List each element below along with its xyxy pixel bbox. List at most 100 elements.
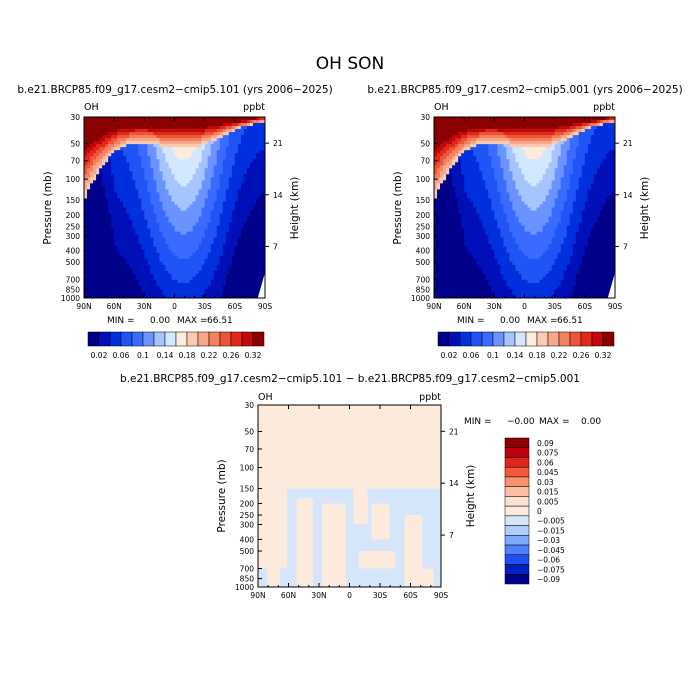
x-tick-label: 60N — [457, 302, 472, 311]
colorbar: 0.02 0.06 0.1 0.14 0.18 0.22 0.26 0.32 — [437, 331, 615, 360]
y-tick-label: 700 — [416, 276, 431, 285]
y-tick-label: 250 — [240, 511, 255, 520]
x-tick-label: 60S — [578, 302, 593, 311]
y-tick-label: 200 — [66, 211, 81, 220]
y2-tick-label: 14 — [273, 191, 283, 200]
x-tick-label: 30S — [548, 302, 563, 311]
y-tick-label: 700 — [66, 276, 81, 285]
colorbar-swatch — [504, 535, 530, 546]
x-tick-label: 30S — [373, 591, 388, 600]
colorbar-swatch — [504, 564, 530, 575]
x-tick-label: 60S — [228, 302, 243, 311]
colorbar-swatch — [569, 331, 582, 347]
x-tick-label: 0 — [522, 302, 527, 311]
colorbar-swatch — [504, 447, 530, 458]
colorbar-swatch — [98, 331, 111, 347]
colorbar: 0.02 0.06 0.1 0.14 0.18 0.22 0.26 0.32 — [87, 331, 265, 360]
colorbar-swatch — [504, 437, 530, 448]
x-tick-label: 90S — [434, 591, 449, 600]
panel-run-001: b.e21.BRCP85.f09_g17.cesm2−cmip5.001 (yr… — [367, 84, 682, 360]
colorbar-label: 0.03 — [537, 478, 554, 487]
colorbar-swatch — [186, 331, 199, 347]
colorbar-swatch — [504, 554, 530, 565]
y-tick-label: 30 — [420, 113, 430, 122]
max-value: 66.51 — [207, 316, 233, 326]
panel-run-101: b.e21.BRCP85.f09_g17.cesm2−cmip5.101 (yr… — [17, 84, 332, 360]
x-tick-label: 90N — [426, 302, 441, 311]
panel-difference: b.e21.BRCP85.f09_g17.cesm2−cmip5.101 − b… — [120, 373, 601, 600]
colorbar-swatch — [525, 331, 538, 347]
colorbar-label: 0.22 — [551, 351, 568, 360]
x-tick-label: 60S — [403, 591, 418, 600]
colorbar-label: 0.32 — [245, 351, 262, 360]
x-tick-label: 90N — [250, 591, 265, 600]
colorbar-swatch — [481, 331, 494, 347]
colorbar-label: 0.02 — [91, 351, 108, 360]
y-tick-label: 850 — [240, 575, 255, 584]
y-tick-label: 70 — [244, 445, 254, 454]
colorbar-label: 0.02 — [441, 351, 458, 360]
colorbar-label: 0.1 — [487, 351, 499, 360]
y-tick-label: 1000 — [235, 583, 254, 592]
x-tick-label: 90S — [608, 302, 623, 311]
colorbar-swatch — [470, 331, 483, 347]
colorbar-swatch — [514, 331, 527, 347]
max-value: 66.51 — [557, 316, 583, 326]
y-axis-label: Pressure (mb) — [392, 171, 404, 244]
colorbar-label: 0.045 — [537, 468, 559, 477]
colorbar-label: −0.09 — [537, 575, 560, 584]
contour-plot — [434, 117, 615, 298]
y2-axis-label: Height (km) — [639, 177, 651, 240]
units-label: ppbt — [419, 392, 441, 403]
colorbar-swatch — [219, 331, 232, 347]
colorbar-swatch — [153, 331, 166, 347]
colorbar-label: 0 — [537, 507, 542, 516]
colorbar-label: 0.1 — [137, 351, 149, 360]
x-tick-label: 30N — [311, 591, 326, 600]
colorbar-swatch — [175, 331, 188, 347]
y-tick-label: 100 — [66, 175, 81, 184]
colorbar-swatch — [504, 525, 530, 536]
y-tick-label: 250 — [66, 222, 81, 231]
y-tick-label: 50 — [420, 139, 430, 148]
y-axis-label: Pressure (mb) — [216, 459, 228, 532]
colorbar-swatch — [504, 574, 530, 585]
y-tick-label: 50 — [244, 428, 254, 437]
colorbar-swatch — [504, 505, 530, 517]
colorbar-swatch — [87, 331, 100, 347]
y-tick-label: 500 — [240, 547, 255, 556]
colorbar-label: −0.075 — [537, 565, 565, 574]
y-tick-label: 500 — [66, 258, 81, 267]
colorbar-swatch — [602, 331, 615, 347]
colorbar: 0.090.0750.060.0450.030.0150.0050−0.005−… — [504, 437, 565, 585]
colorbar-label: −0.06 — [537, 556, 560, 565]
colorbar-label: 0.26 — [573, 351, 590, 360]
colorbar-label: 0.015 — [537, 488, 559, 497]
colorbar-label: 0.18 — [529, 351, 546, 360]
y-tick-label: 150 — [416, 196, 431, 205]
colorbar-swatch — [164, 331, 177, 347]
colorbar-label: 0.005 — [537, 497, 559, 506]
colorbar-swatch — [448, 331, 461, 347]
y-tick-label: 200 — [416, 211, 431, 220]
colorbar-swatch — [504, 457, 530, 468]
y2-axis-label: Height (km) — [289, 177, 301, 240]
y-tick-label: 100 — [240, 463, 255, 472]
variable-label: OH — [84, 102, 99, 113]
y2-tick-label: 21 — [623, 139, 633, 148]
x-tick-label: 60N — [281, 591, 296, 600]
plot-axes: 90N 60N 30N 0 30S 60S 90S 30 50 70 100 150 200 250300… — [61, 113, 283, 311]
colorbar-swatch — [437, 331, 450, 347]
colorbar-label: 0.06 — [537, 458, 554, 467]
y2-tick-label: 21 — [273, 139, 283, 148]
min-label: MIN = — [464, 417, 492, 427]
colorbar-swatch — [459, 331, 472, 347]
y-tick-label: 100 — [416, 175, 431, 184]
units-label: ppbt — [243, 102, 265, 113]
colorbar-swatch — [504, 544, 530, 556]
max-value: 0.00 — [581, 417, 601, 427]
y-tick-label: 400 — [240, 535, 255, 544]
units-label: ppbt — [593, 102, 615, 113]
colorbar-label: 0.075 — [537, 449, 559, 458]
